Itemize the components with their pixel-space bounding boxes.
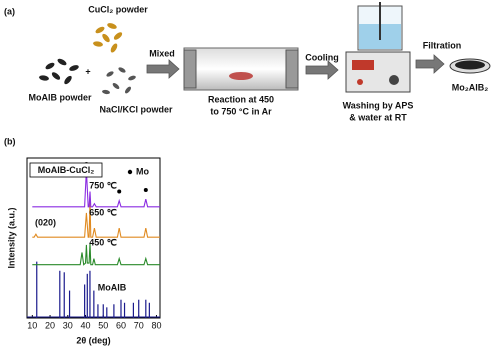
moalb-label: MoAlB powder xyxy=(29,92,92,102)
x-axis-label: 2θ (deg) xyxy=(76,335,110,345)
step-label: Cooling xyxy=(305,52,339,62)
x-tick-label: 30 xyxy=(63,320,73,330)
chart-title: MoAlB-CuCl₂ xyxy=(38,165,95,175)
washing-line: Washing by APS xyxy=(343,100,414,110)
tube-furnace-icon xyxy=(183,47,299,91)
step-label: Mixed xyxy=(149,48,175,58)
peak-marker xyxy=(117,189,122,194)
step-label: Filtration xyxy=(423,40,462,50)
pattern-line xyxy=(32,243,160,266)
x-tick-label: 10 xyxy=(27,320,37,330)
product-label: Mo₂AlB₂ xyxy=(452,82,489,92)
reaction-line: to 750 °C in Ar xyxy=(210,106,272,116)
series-label: 650 ℃ xyxy=(89,207,117,217)
xrd-chart: 10 20 30 40 50 60 70 80 2θ (deg) Intensity (a.u.)… xyxy=(6,157,161,345)
x-tick-label: 40 xyxy=(81,320,91,330)
annotation: (020) xyxy=(35,217,56,227)
filter-dish-icon xyxy=(449,58,491,74)
x-tick-label: 60 xyxy=(116,320,126,330)
panel-label: (b) xyxy=(4,136,16,146)
arrow xyxy=(146,59,180,79)
salt-label: NaCl/KCl powder xyxy=(99,104,173,114)
legend-marker xyxy=(127,169,133,175)
x-tick-label: 80 xyxy=(151,320,161,330)
legend-label: Mo xyxy=(136,166,149,176)
washing-line: & water at RT xyxy=(349,112,407,122)
reaction-line: Reaction at 450 xyxy=(208,94,274,104)
arrow xyxy=(415,54,445,74)
x-tick-label: 70 xyxy=(134,320,144,330)
moalb-powder-icon xyxy=(39,58,79,85)
cucl2-powder-icon xyxy=(93,23,123,53)
salt-powder-icon xyxy=(102,67,136,95)
arrow xyxy=(305,60,339,80)
x-tick-label: 20 xyxy=(45,320,55,330)
cucl2-label: CuCl₂ powder xyxy=(88,4,148,14)
series-label: 450 ℃ xyxy=(89,237,117,247)
series-label: MoAlB xyxy=(98,282,127,292)
series-label: 750 ℃ xyxy=(89,180,117,190)
title-box xyxy=(29,162,103,178)
pattern-line xyxy=(32,170,160,208)
panel-label: (a) xyxy=(4,6,15,16)
pattern-line xyxy=(32,200,160,238)
washing-icon xyxy=(345,2,411,93)
plus: + xyxy=(85,66,90,76)
y-axis-label: Intensity (a.u.) xyxy=(6,207,16,268)
x-tick-label: 50 xyxy=(98,320,108,330)
peak-marker xyxy=(143,188,148,192)
